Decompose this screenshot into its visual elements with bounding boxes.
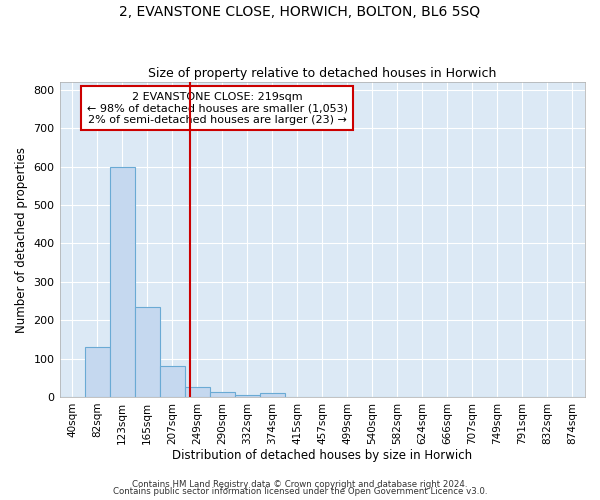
Bar (110, 166, 134, 397)
Bar (160, 366, 185, 397)
Title: Size of property relative to detached houses in Horwich: Size of property relative to detached ho… (148, 66, 496, 80)
Bar (235, 395, 260, 397)
Text: 2 EVANSTONE CLOSE: 219sqm
← 98% of detached houses are smaller (1,053)
2% of sem: 2 EVANSTONE CLOSE: 219sqm ← 98% of detac… (86, 92, 347, 124)
X-axis label: Distribution of detached houses by size in Horwich: Distribution of detached houses by size … (172, 450, 472, 462)
Text: 2, EVANSTONE CLOSE, HORWICH, BOLTON, BL6 5SQ: 2, EVANSTONE CLOSE, HORWICH, BOLTON, BL6… (119, 5, 481, 19)
Bar (260, 393, 285, 397)
Bar (209, 392, 235, 397)
Bar (134, 306, 160, 397)
Text: Contains public sector information licensed under the Open Government Licence v3: Contains public sector information licen… (113, 488, 487, 496)
Text: Contains HM Land Registry data © Crown copyright and database right 2024.: Contains HM Land Registry data © Crown c… (132, 480, 468, 489)
Bar (85, 347, 110, 397)
Bar (185, 388, 209, 397)
Y-axis label: Number of detached properties: Number of detached properties (15, 146, 28, 332)
